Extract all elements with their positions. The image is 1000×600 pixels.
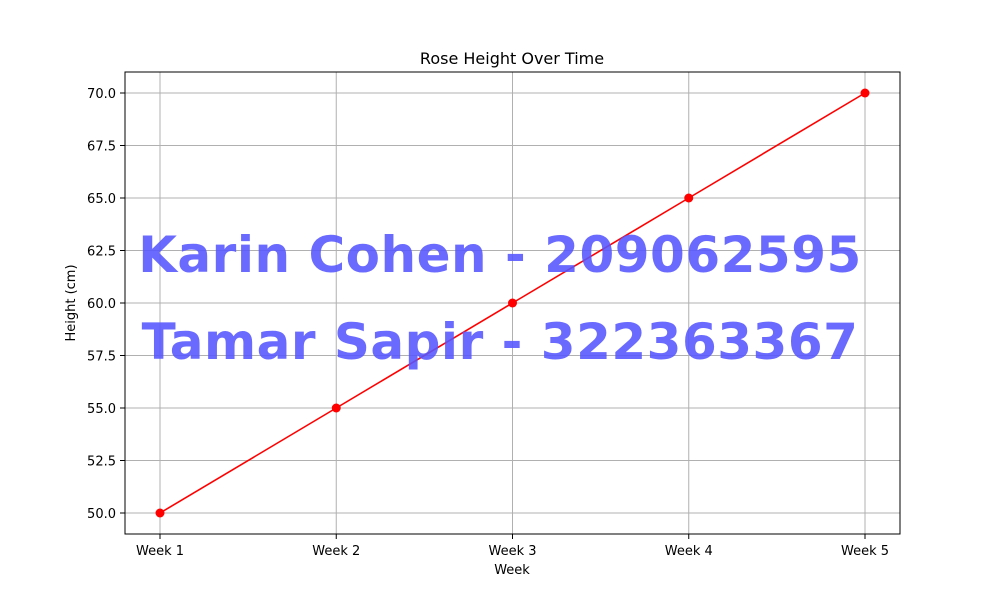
data-point — [331, 403, 341, 413]
data-point — [860, 88, 870, 98]
data-point — [155, 508, 165, 518]
x-tick-label: Week 1 — [136, 544, 184, 559]
chart-title: Rose Height Over Time — [420, 49, 604, 68]
y-tick-label: 65.0 — [87, 192, 116, 207]
watermark-line-1: Karin Cohen - 209062595 — [138, 226, 862, 284]
x-tick-label: Week 4 — [665, 544, 713, 559]
y-tick-label: 60.0 — [87, 297, 116, 312]
x-axis: Week 1 Week 2 Week 3 Week 4 Week 5 — [136, 534, 889, 559]
y-tick-label: 70.0 — [87, 87, 116, 102]
series-line — [155, 88, 870, 518]
watermark-line-2: Tamar Sapir - 322363367 — [142, 313, 859, 371]
y-tick-label: 62.5 — [87, 245, 116, 260]
y-axis: 50.0 52.5 55.0 57.5 60.0 62.5 65.0 67.5 70.0 — [87, 87, 125, 522]
data-point — [684, 193, 694, 203]
x-axis-label: Week — [494, 563, 530, 578]
data-point — [508, 298, 517, 308]
x-tick-label: Week 3 — [488, 544, 536, 559]
grid — [125, 72, 900, 534]
y-tick-label: 50.0 — [87, 507, 116, 522]
x-tick-label: Week 5 — [841, 544, 889, 559]
y-axis-label: Height (cm) — [64, 264, 79, 341]
y-tick-label: 67.5 — [87, 140, 116, 155]
y-tick-label: 52.5 — [87, 455, 116, 470]
x-tick-label: Week 2 — [312, 544, 360, 559]
y-tick-label: 55.0 — [87, 402, 116, 417]
y-tick-label: 57.5 — [87, 350, 116, 365]
